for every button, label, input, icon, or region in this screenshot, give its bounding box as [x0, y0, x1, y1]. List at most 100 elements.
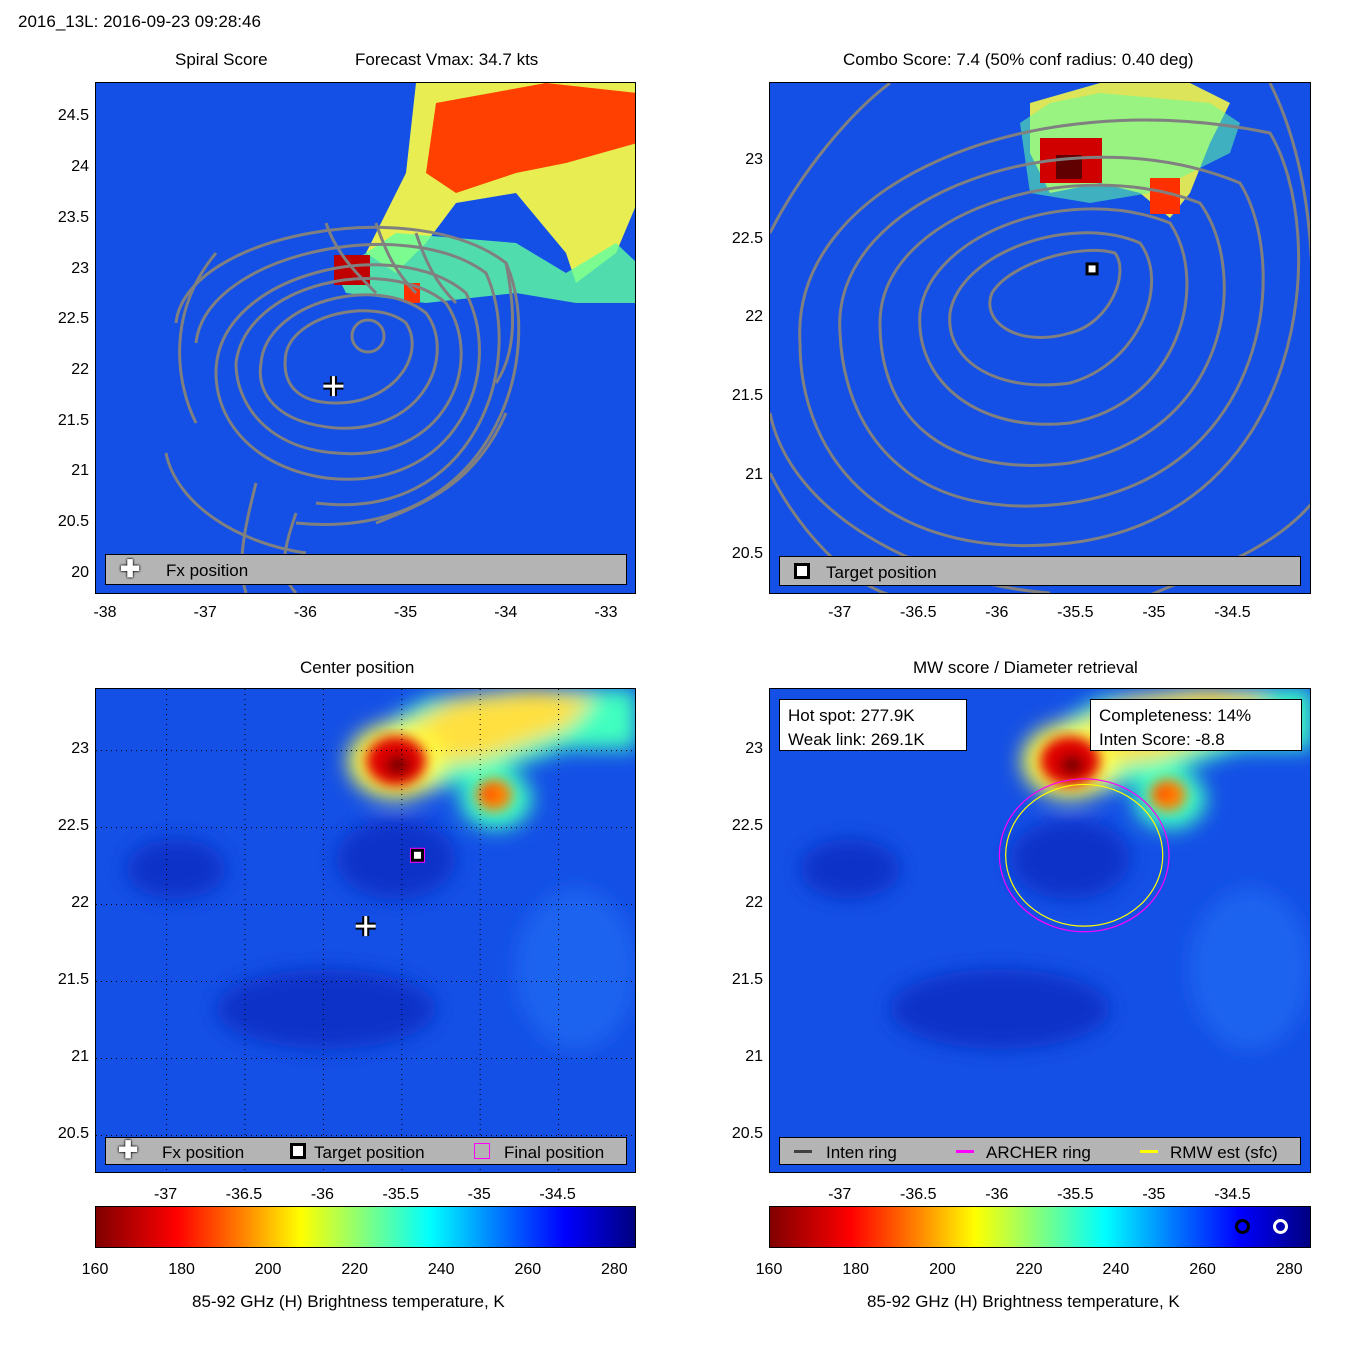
y-tick-label: 22 [745, 893, 763, 911]
y-tick-label: 22.5 [57, 816, 89, 834]
inten-score-label: Inten Score: -8.8 [1099, 730, 1225, 749]
legend-label: Fx position [166, 561, 249, 580]
y-tick-label: 20.5 [731, 544, 763, 562]
square-icon [290, 1143, 306, 1159]
cold-spot-small [404, 283, 420, 303]
mw-score-svg [770, 689, 1310, 1172]
contour [234, 277, 463, 456]
weak-link-label: Weak link: 269.1K [788, 730, 925, 749]
panel1-subtitle: Forecast Vmax: 34.7 kts [355, 50, 539, 69]
contour [918, 207, 1189, 426]
colorbar-tick-label: 180 [168, 1261, 195, 1278]
x-tick-label: -36.5 [900, 1186, 937, 1203]
x-tick-label: -37 [154, 1186, 178, 1203]
x-tick-label: -36.5 [900, 604, 937, 621]
weak-link-marker [1235, 1219, 1251, 1234]
legend-label: RMW est (sfc) [1170, 1143, 1278, 1162]
completeness-label: Completeness: 14% [1099, 706, 1252, 725]
contour [350, 318, 386, 354]
mw-score-plot: Hot spot: 277.9K Weak link: 269.1K Compl… [769, 688, 1311, 1173]
x-tick-label: -37 [828, 604, 852, 621]
figure-title: 2016_13L: 2016-09-23 09:28:46 [18, 12, 261, 31]
panel1-legend: ✚ Fx position [105, 554, 627, 585]
contour [414, 232, 458, 305]
contour [214, 263, 481, 481]
y-tick-label: 23.5 [57, 208, 89, 226]
legend-label: Fx position [162, 1143, 245, 1162]
inten-ring-swatch [794, 1150, 812, 1153]
warm-area [890, 969, 1110, 1049]
x-tick-label: -34.5 [539, 1186, 576, 1203]
y-tick-label: 23 [745, 739, 763, 757]
colorbar-tick-label: 220 [341, 1261, 369, 1278]
panel4-legend: Inten ring ARCHER ring RMW est (sfc) [779, 1137, 1301, 1165]
x-tick-label: -37 [193, 604, 217, 621]
colorbar-tick-label: 260 [1189, 1261, 1216, 1278]
contour [324, 222, 378, 295]
y-tick-label: 21 [745, 1047, 763, 1065]
contour [838, 155, 1265, 508]
x-tick-label: -33 [594, 604, 618, 621]
y-tick-label: 21.5 [57, 411, 89, 429]
cold-spots [366, 736, 512, 811]
y-tick-label: 23 [71, 739, 89, 757]
panel3-title: Center position [300, 658, 415, 677]
y-tick-label: 21.5 [731, 387, 763, 405]
contour [164, 452, 307, 555]
x-tick-label: -35 [1142, 604, 1166, 621]
contour [375, 412, 508, 525]
panel2-legend: Target position [779, 556, 1301, 586]
archer-ring-swatch [956, 1150, 974, 1153]
target-position-marker [1085, 262, 1099, 276]
colorbar-tick-label: 160 [755, 1261, 783, 1278]
center-position-svg [96, 689, 635, 1172]
x-tick-label: -36 [293, 604, 317, 621]
colorbar-tick-label: 160 [81, 1261, 109, 1278]
colorbar-right [769, 1206, 1311, 1248]
warm-area [216, 969, 436, 1049]
warm-area [336, 819, 456, 899]
colorbar-tick-label: 240 [1102, 1261, 1130, 1278]
cold-spot-core [386, 755, 410, 775]
hot-spot-label: Hot spot: 277.9K [788, 706, 915, 725]
y-tick-label: 21.5 [57, 970, 89, 988]
y-tick-label: 24.5 [57, 107, 89, 125]
cold-spot-core [1060, 755, 1084, 775]
y-tick-label: 24 [71, 158, 89, 176]
x-tick-label: -35.5 [382, 1186, 420, 1203]
square-icon [794, 563, 810, 579]
combo-score-plot: Target position [769, 82, 1311, 594]
y-tick-label: 21 [745, 465, 763, 483]
panel2-markers [1085, 262, 1099, 276]
combo-score-svg [770, 83, 1310, 593]
y-tick-label: 20 [71, 563, 89, 581]
panel2-title: Combo Score: 7.4 (50% conf radius: 0.40 … [843, 50, 1194, 69]
colorbar-left [95, 1206, 636, 1248]
y-tick-label: 22 [745, 308, 763, 326]
colorbar-tick-label: 260 [514, 1261, 542, 1278]
contour [494, 262, 515, 384]
y-tick-label: 23 [71, 259, 89, 277]
x-tick-label: -36 [985, 604, 1009, 621]
archer-ring [998, 778, 1170, 933]
cold-spots [1040, 736, 1186, 811]
y-tick-label: 21 [71, 462, 89, 480]
colorbar-tick-label: 200 [929, 1261, 956, 1278]
legend-label: Target position [314, 1143, 425, 1162]
target-position-marker [410, 848, 424, 862]
x-tick-label: -35 [467, 1186, 491, 1203]
fx-position-marker [355, 916, 376, 937]
fx-position-marker [323, 376, 344, 397]
x-tick-label: -35.5 [1057, 604, 1094, 621]
colorbar-tick-label: 280 [1275, 1261, 1303, 1278]
cloud-band-core [396, 689, 596, 769]
y-tick-label: 20.5 [57, 513, 89, 531]
warm-area [1010, 819, 1130, 899]
contour [374, 222, 418, 295]
colorbar-tick-label: 200 [254, 1261, 282, 1278]
contour [258, 293, 439, 430]
panel4-rings [998, 778, 1170, 933]
y-tick-label: 20.5 [731, 1124, 763, 1142]
contour [283, 309, 414, 405]
rmw-ring-swatch [1140, 1150, 1158, 1153]
